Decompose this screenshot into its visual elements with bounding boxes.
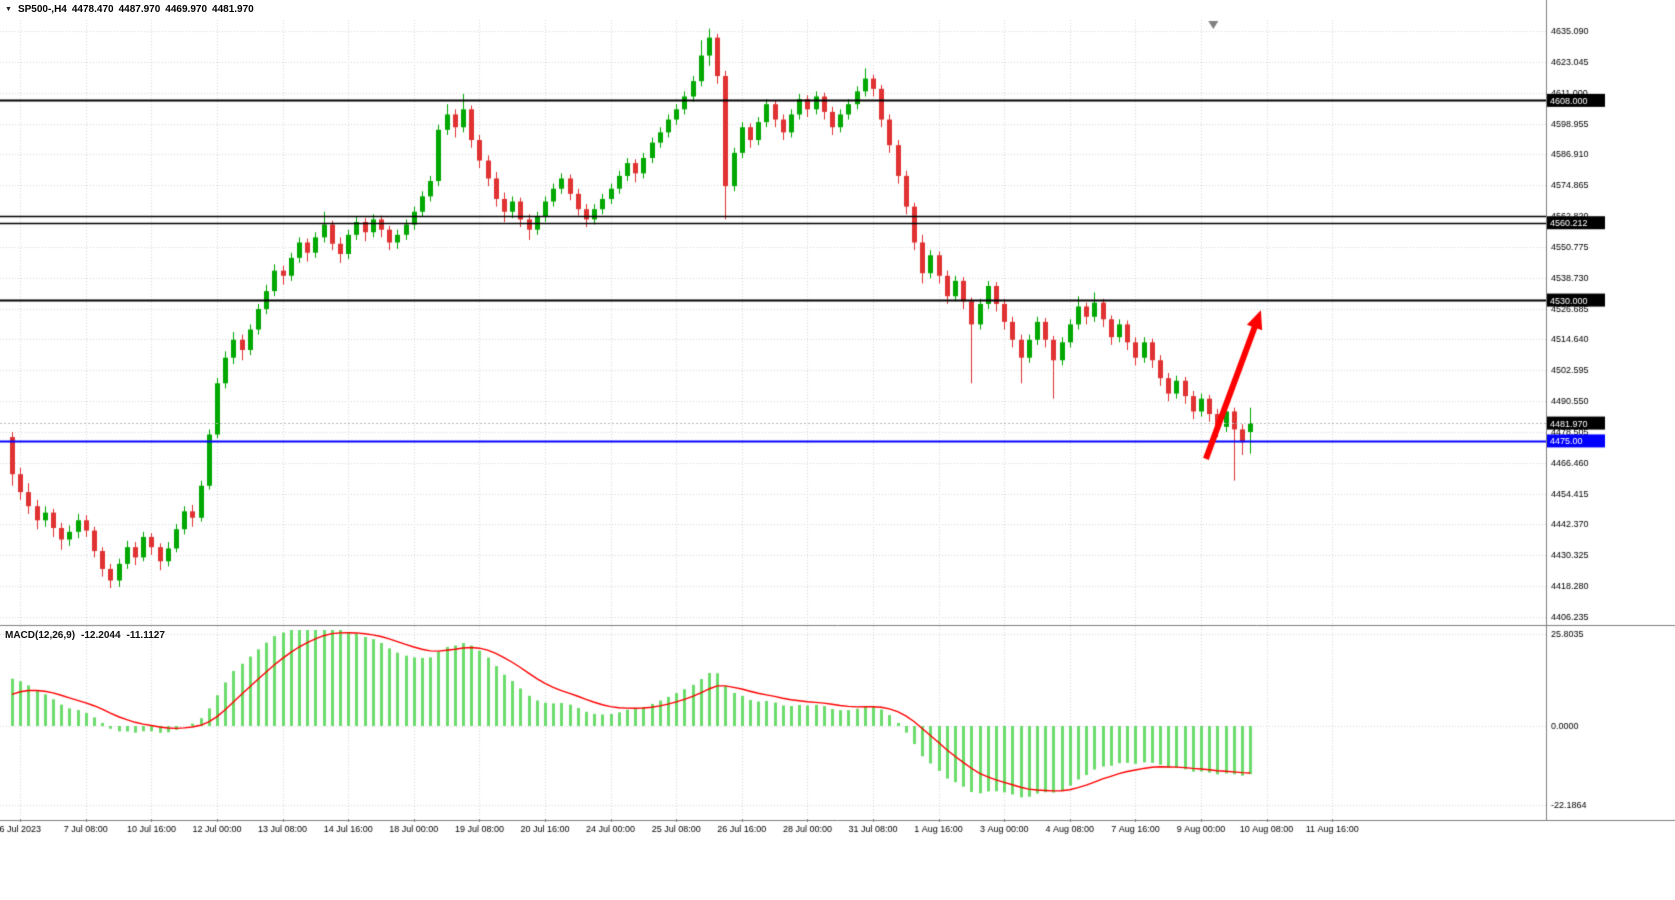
chart-title: ▼ SP500-,H4 4478.470 4487.970 4469.970 4…	[5, 4, 254, 15]
chart-open-value: 4478.470	[71, 4, 114, 15]
macd-main-value: -12.2044	[81, 630, 121, 641]
chart-symbol-timeframe: SP500-,H4	[17, 4, 67, 15]
chart-high-value: 4487.970	[118, 4, 161, 15]
macd-indicator-name: MACD(12,26,9)	[5, 630, 76, 641]
chart-dropdown-icon[interactable]: ▼	[5, 6, 12, 13]
macd-signal-value: -11.1127	[126, 630, 165, 641]
macd-indicator-label: MACD(12,26,9) -12.2044 -11.1127	[5, 630, 165, 641]
chart-low-value: 4469.970	[165, 4, 208, 15]
chart-close-value: 4481.970	[212, 4, 254, 15]
